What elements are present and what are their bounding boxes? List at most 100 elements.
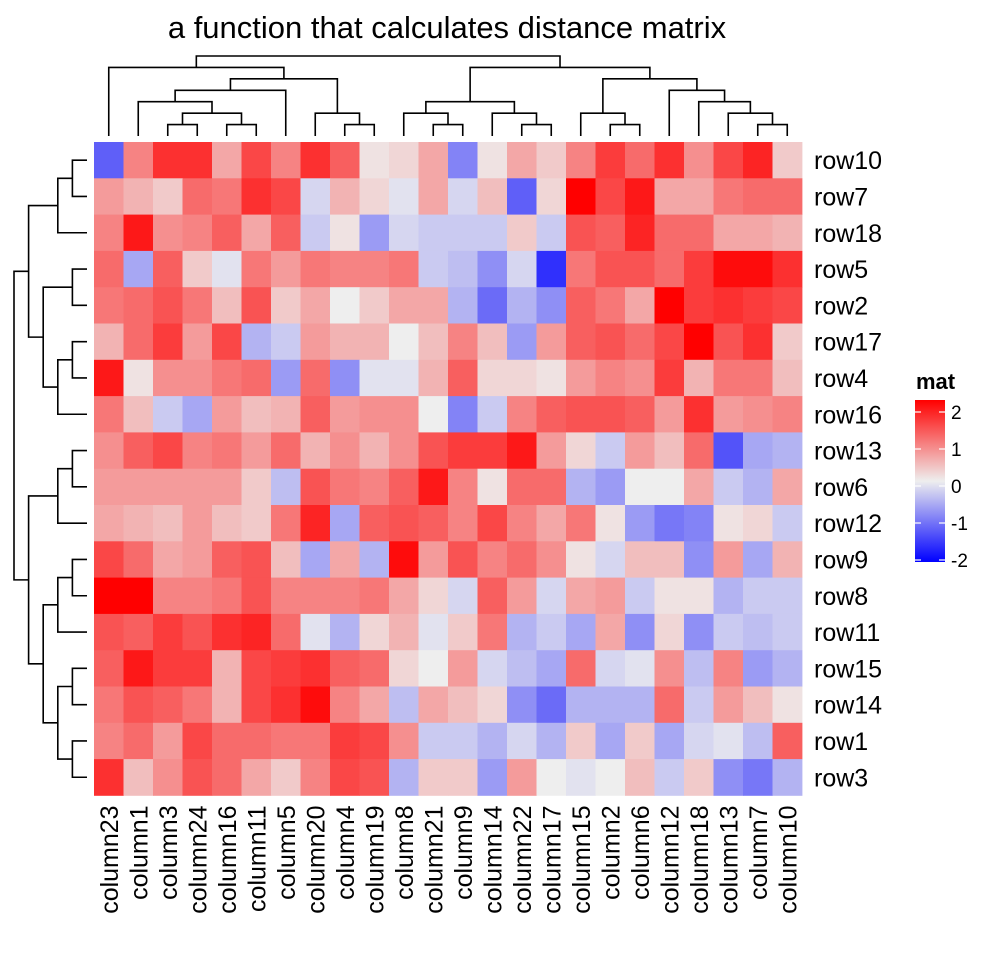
heatmap-cell [654,396,685,433]
dendrogram-branch [756,123,789,136]
heatmap-cell [477,396,508,433]
heatmap-cell [271,323,301,361]
heatmap-cell [330,541,360,578]
column-label: column21 [420,805,448,913]
heatmap-cell [359,250,390,288]
dendrogram-branch [225,123,258,136]
heatmap-cell [123,178,154,215]
heatmap-cell [418,214,449,252]
heatmap-cell [153,142,183,179]
heatmap-cell [448,323,478,361]
heatmap-cell [241,287,272,324]
heatmap-cell [772,287,803,324]
heatmap-cell [566,250,596,288]
heatmap-cell [536,359,567,397]
heatmap-cell [654,142,685,179]
heatmap-cell [654,468,685,506]
heatmap-cell [448,178,478,215]
heatmap-cell [418,250,449,288]
row-dendrogram [13,159,87,779]
heatmap-cell [123,142,154,179]
dendrogram-branch [343,123,376,136]
heatmap-cell [330,178,360,215]
heatmap-cell [153,759,183,796]
heatmap-cell [212,759,242,796]
heatmap-cell [507,178,537,215]
heatmap-cell [713,250,744,288]
heatmap-cell [330,577,360,615]
heatmap-cell [477,214,508,252]
heatmap-cell [566,613,596,651]
dendrogram-branch [71,558,87,597]
heatmap-cell [153,541,183,578]
column-label: column15 [568,805,596,913]
heatmap-cell [743,142,773,179]
column-label: column10 [774,805,802,913]
heatmap-cell [625,759,655,796]
heatmap-cell [684,577,714,615]
heatmap-cell [684,287,714,324]
heatmap-cell [123,577,154,615]
column-label: column12 [656,805,684,913]
heatmap-cell [772,686,803,724]
dendrogram-branch [195,55,561,68]
heatmap-cell [743,722,773,760]
heatmap-cell [654,214,685,252]
heatmap-cell [94,323,124,361]
heatmap-cell [212,541,242,578]
dendrogram-branch [166,123,199,136]
heatmap-cell [359,686,390,724]
heatmap-cell [772,650,803,687]
heatmap-cell [330,686,360,724]
heatmap-cell [182,686,213,724]
heatmap-cell [448,650,478,687]
heatmap-cell [595,541,626,578]
heatmap-cell [271,287,301,324]
heatmap-cell [713,577,744,615]
heatmap-cell [477,541,508,578]
heatmap-cell [625,214,655,252]
heatmap-cell [241,250,272,288]
heatmap-cell [536,686,567,724]
heatmap-cell [123,722,154,760]
heatmap-cell [271,396,301,433]
heatmap-cell [359,613,390,651]
dendrogram-branch [57,685,73,760]
heatmap-cell [566,686,596,724]
dendrogram-branch [727,112,774,136]
heatmap-cell [359,323,390,361]
heatmap-cell [359,359,390,397]
heatmap-cell [536,178,567,215]
heatmap-cell [212,505,242,542]
heatmap-cell [713,214,744,252]
row-label: row18 [814,220,882,248]
heatmap-cell [123,759,154,796]
heatmap-cell [566,396,596,433]
heatmap-cell [713,759,744,796]
row-label: row5 [814,256,868,284]
row-label: row14 [814,692,882,720]
heatmap-cell [94,142,124,179]
heatmap-cell [625,432,655,470]
heatmap-cell [654,577,685,615]
heatmap-cell [359,759,390,796]
heatmap-cell [153,359,183,397]
heatmap-cell [654,505,685,542]
heatmap-cell [182,178,213,215]
heatmap-cell [389,142,419,179]
legend-tick-label: -2 [951,551,968,572]
heatmap-cell [654,178,685,215]
legend-tick-label: 2 [951,403,962,424]
heatmap-cell [153,287,183,324]
heatmap-cell [507,287,537,324]
heatmap-cell [123,432,154,470]
heatmap-cell [772,577,803,615]
heatmap-cell [389,323,419,361]
heatmap-cell [477,287,508,324]
heatmap-cell [536,759,567,796]
heatmap-cell [300,396,331,433]
heatmap-cell [684,178,714,215]
column-label: column5 [273,805,301,900]
heatmap-cell [330,250,360,288]
heatmap-cell [595,650,626,687]
